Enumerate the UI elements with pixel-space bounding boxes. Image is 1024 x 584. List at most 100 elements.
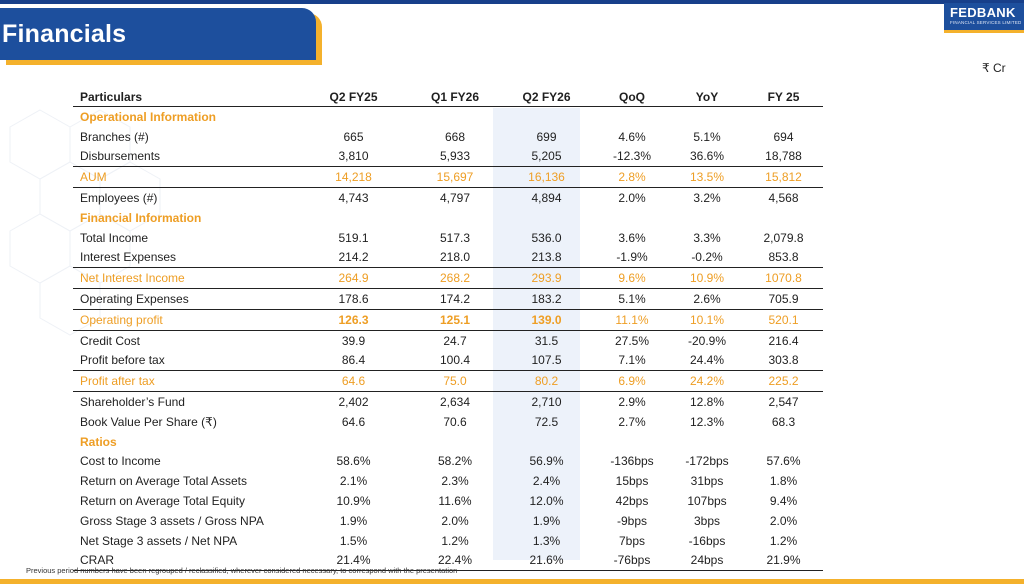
table-cell: -76bps xyxy=(594,550,670,572)
empty-cell xyxy=(411,432,499,452)
table-row: Interest Expenses 214.2 218.0 213.8 -1.9% -0.… xyxy=(73,248,823,268)
row-label: Return on Average Total Equity xyxy=(80,494,245,509)
financials-table: Particulars Q2 FY25 Q1 FY26 Q2 FY26 QoQ YoY FY… xyxy=(73,87,823,572)
table-cell: 4,797 xyxy=(439,191,471,206)
column-header: Particulars xyxy=(73,87,296,107)
table-cell: 64.6 xyxy=(341,414,366,429)
table-cell: -172bps xyxy=(685,454,729,469)
table-cell: 2,710 xyxy=(531,395,562,410)
row-label: Operating profit xyxy=(73,308,296,331)
section-label: Ratios xyxy=(80,434,117,449)
empty-cell xyxy=(744,208,823,228)
empty-cell xyxy=(411,107,499,127)
empty-cell xyxy=(670,432,744,452)
table-cell: 1.2% xyxy=(769,533,798,548)
table-cell: 36.6% xyxy=(689,149,725,164)
row-label: CRAR xyxy=(73,550,296,572)
row-label: Book Value Per Share (₹) xyxy=(80,414,217,429)
table-cell: 694 xyxy=(773,129,794,144)
table-row: Return on Average Total Equity 10.9% 11.6%… xyxy=(73,491,823,511)
table-cell: 2.4% xyxy=(532,474,561,489)
table-cell: 218.0 xyxy=(439,250,471,265)
empty-cell xyxy=(594,208,670,228)
table-cell: 536.0 xyxy=(531,230,562,245)
table-cell: 3bps xyxy=(693,513,721,528)
column-header: Q2 FY25 xyxy=(296,87,411,107)
table-cell: 1070.8 xyxy=(744,267,823,290)
table-cell: 183.2 xyxy=(531,292,562,307)
section-header-row: Ratios xyxy=(73,432,823,452)
table-cell: 107bps xyxy=(687,494,727,509)
logo-brand-text: FEDBANK xyxy=(950,5,1016,20)
table-cell: 15,812 xyxy=(744,166,823,189)
table-cell: 5,205 xyxy=(531,149,562,164)
row-label: Disbursements xyxy=(80,149,161,164)
table-cell: 2.7% xyxy=(618,414,646,429)
empty-cell xyxy=(411,208,499,228)
table-cell: 9.6% xyxy=(594,267,670,290)
table-cell: 2.0% xyxy=(441,513,469,528)
table-cell: 4.6% xyxy=(618,129,646,144)
table-cell: -9bps xyxy=(616,513,648,528)
empty-cell xyxy=(670,208,744,228)
table-cell: 520.1 xyxy=(744,308,823,331)
table-cell: 6.9% xyxy=(594,370,670,393)
table-row: Return on Average Total Assets 2.1% 2.3% 2.… xyxy=(73,471,823,491)
table-cell: 11.6% xyxy=(438,494,472,509)
table-cell: 2.1% xyxy=(339,474,368,489)
table-cell: 1.9% xyxy=(339,513,368,528)
bottom-band xyxy=(0,579,1024,584)
table-row: CRAR 21.4% 22.4% 21.6% -76bps 24bps 21.9% xyxy=(73,550,823,572)
table-cell: 58.6% xyxy=(336,454,371,469)
table-cell: 2.9% xyxy=(618,395,646,410)
table-cell: 519.1 xyxy=(338,230,369,245)
empty-cell xyxy=(744,107,823,127)
logo-subtitle: FINANCIAL SERVICES LIMITED xyxy=(950,20,1022,25)
section-header-row: Financial Information xyxy=(73,208,823,228)
row-label: Shareholder’s Fund xyxy=(80,395,185,410)
table-cell: 5.1% xyxy=(618,292,646,307)
table-cell: 2,079.8 xyxy=(763,230,804,245)
table-row: Gross Stage 3 assets / Gross NPA 1.9% 2.0%… xyxy=(73,511,823,531)
table-header-row: Particulars Q2 FY25 Q1 FY26 Q2 FY26 QoQ YoY FY… xyxy=(73,87,823,107)
empty-cell xyxy=(499,107,594,127)
table-cell: 1.9% xyxy=(532,513,561,528)
table-cell: -12.3% xyxy=(612,149,652,164)
table-cell: 213.8 xyxy=(531,250,562,265)
table-cell: 699 xyxy=(536,129,557,144)
table-cell: -136bps xyxy=(610,454,654,469)
row-label: Employees (#) xyxy=(80,191,158,206)
row-label: Profit before tax xyxy=(80,353,165,368)
table-cell: 56.9% xyxy=(529,454,564,469)
table-cell: 107.5 xyxy=(531,353,562,368)
table-cell: 3.3% xyxy=(693,230,721,245)
table-row: Operating Expenses 178.6 174.2 183.2 5.1% 2.6… xyxy=(73,289,823,310)
table-cell: 5,933 xyxy=(439,149,471,164)
table-cell: 139.0 xyxy=(499,308,594,331)
row-label: Operating Expenses xyxy=(80,292,189,307)
table-cell: 225.2 xyxy=(744,370,823,393)
table-row: Profit before tax 86.4 100.4 107.5 7.1% 24.4%… xyxy=(73,351,823,371)
table-cell: 7bps xyxy=(618,533,646,548)
row-label: AUM xyxy=(73,166,296,189)
table-cell: 216.4 xyxy=(768,333,799,348)
table-cell: 70.6 xyxy=(443,414,467,429)
table-cell: 16,136 xyxy=(499,166,594,189)
table-cell: 2.8% xyxy=(594,166,670,189)
company-logo: FEDBANK FINANCIAL SERVICES LIMITED xyxy=(944,3,1024,33)
table-row: Total Income 519.1 517.3 536.0 3.6% 3.3% 2,079… xyxy=(73,228,823,248)
table-cell: 2.3% xyxy=(441,474,469,489)
column-header: YoY xyxy=(670,87,744,107)
table-cell: 11.1% xyxy=(594,308,670,331)
table-cell: 42bps xyxy=(615,494,649,509)
table-cell: -1.9% xyxy=(616,250,648,265)
table-cell: 1.3% xyxy=(532,533,561,548)
table-cell: 64.6 xyxy=(296,370,411,393)
table-cell: 68.3 xyxy=(771,414,796,429)
table-row: Operating profit 126.3 125.1 139.0 11.1% 10.1… xyxy=(73,308,823,331)
table-row: Net Stage 3 assets / Net NPA 1.5% 1.2% 1.3%… xyxy=(73,531,823,551)
table-cell: 2,402 xyxy=(338,395,369,410)
column-header: Q1 FY26 xyxy=(411,87,499,107)
row-label: Net Interest Income xyxy=(73,267,296,290)
table-cell: 58.2% xyxy=(437,454,473,469)
